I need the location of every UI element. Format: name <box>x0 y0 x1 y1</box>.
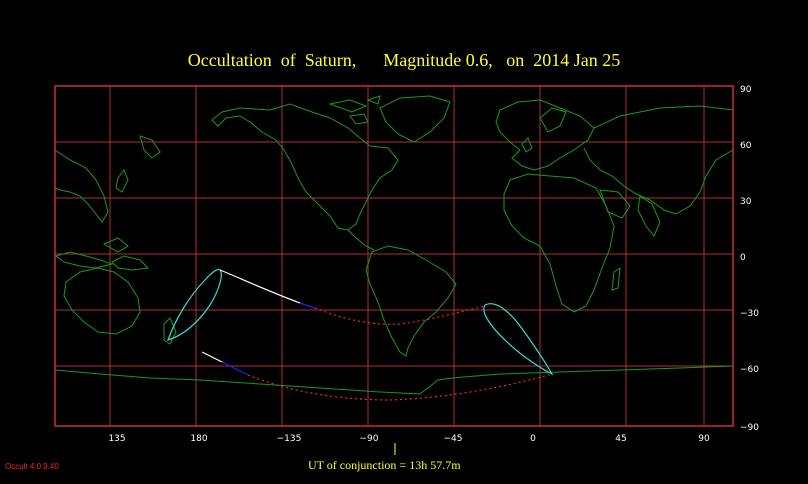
path-north-blue <box>299 302 316 309</box>
map-frame <box>54 85 734 427</box>
coast-greenland <box>379 95 451 143</box>
lon-tick-w135: −135 <box>277 434 302 444</box>
map-title: Occultation of Saturn, Magnitude 0.6, on… <box>187 50 621 70</box>
lon-tick-135: 135 <box>108 434 125 444</box>
coast-arctic-islands <box>328 95 381 125</box>
coastlines <box>54 95 734 395</box>
path-north-white <box>219 269 301 304</box>
coast-asia <box>583 105 734 215</box>
path-south-dotted <box>247 373 553 401</box>
coast-antarctica <box>54 365 734 395</box>
lat-tick-s30: −30 <box>740 309 759 319</box>
version-label: Occult 4.0.9.40 <box>5 462 59 471</box>
coast-africa <box>503 173 615 313</box>
path-south-blue <box>221 361 249 376</box>
coast-japan <box>115 168 129 193</box>
limit-curve-east <box>483 303 554 376</box>
lon-tick-45: 45 <box>615 434 626 444</box>
lat-tick-30: 30 <box>740 197 752 207</box>
coast-indonesia <box>54 237 129 269</box>
lon-tick-90: 90 <box>698 434 710 444</box>
path-south-white <box>201 351 223 363</box>
coast-australia <box>63 267 141 335</box>
lon-tick-0: 0 <box>530 434 536 444</box>
coast-central-america <box>347 229 375 251</box>
coast-south-america <box>365 245 457 357</box>
coast-british-isles <box>521 137 533 153</box>
lon-tick-w90: −90 <box>360 434 379 444</box>
coast-arabia <box>599 189 631 219</box>
coast-new-zealand <box>163 317 177 345</box>
limit-curve-west <box>167 268 222 341</box>
coast-new-guinea <box>111 255 150 271</box>
coast-madagascar <box>611 266 621 291</box>
lat-tick-s90: −90 <box>740 423 759 433</box>
coast-scandinavia <box>539 107 567 133</box>
conjunction-time-label: UT of conjunction = 13h 57.7m <box>308 458 461 472</box>
lat-tick-labels: 90 60 30 0 −30 −60 −90 <box>740 85 759 433</box>
lon-tick-labels: 135 180 −135 −90 −45 0 45 90 <box>108 434 710 444</box>
coast-europe <box>495 99 595 171</box>
coast-india <box>637 195 661 237</box>
lon-tick-w45: −45 <box>444 434 463 444</box>
path-north-dotted <box>314 305 486 325</box>
coast-kamchatka <box>139 135 161 159</box>
coast-north-america <box>211 103 399 231</box>
occultation-region <box>167 268 554 401</box>
lon-tick-180: 180 <box>190 434 207 444</box>
lat-tick-90: 90 <box>740 85 752 95</box>
coast-east-asia-left <box>54 149 109 223</box>
grid-lines <box>55 86 733 426</box>
lat-tick-60: 60 <box>740 141 752 151</box>
lat-tick-0: 0 <box>740 253 746 263</box>
lat-tick-s60: −60 <box>740 365 759 375</box>
